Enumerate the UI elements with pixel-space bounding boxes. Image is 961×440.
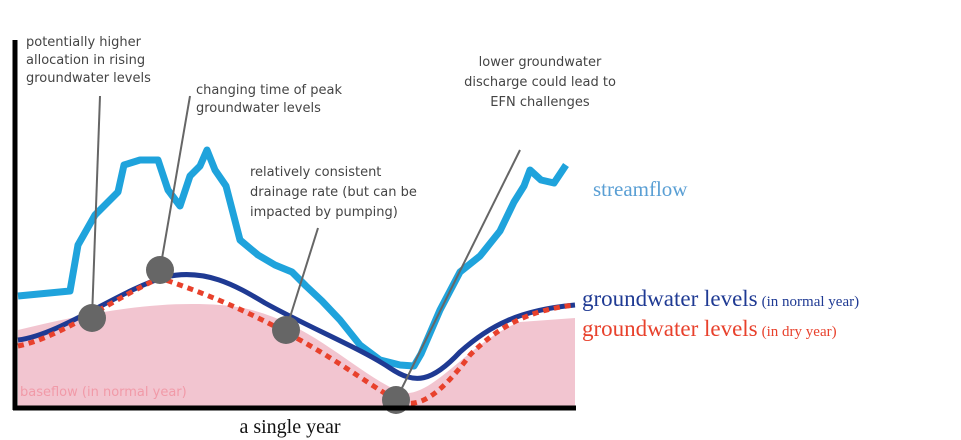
normal-year-curve [17,272,576,381]
baseflow-label: baseflow (in normal year) [20,385,187,400]
annotation: lower groundwater discharge could lead to… [464,55,616,110]
streamflow-line [17,146,569,370]
markers [78,256,410,414]
leaders [91,95,521,401]
baseflow-area [18,304,575,408]
dry-year-curve [17,275,576,406]
normal-year-label: groundwater levels (in normal year) [582,286,859,311]
x-axis-label: a single year [239,416,340,438]
annotation: changing time of peak groundwater levels [196,83,342,116]
annotation: potentially higher allocation in rising gr… [26,35,151,86]
streamflow-label: streamflow [593,177,688,201]
dry-year-label: groundwater levels (in dry year) [582,316,837,341]
annotation: relatively consistent drainage rate (but … [250,165,417,220]
